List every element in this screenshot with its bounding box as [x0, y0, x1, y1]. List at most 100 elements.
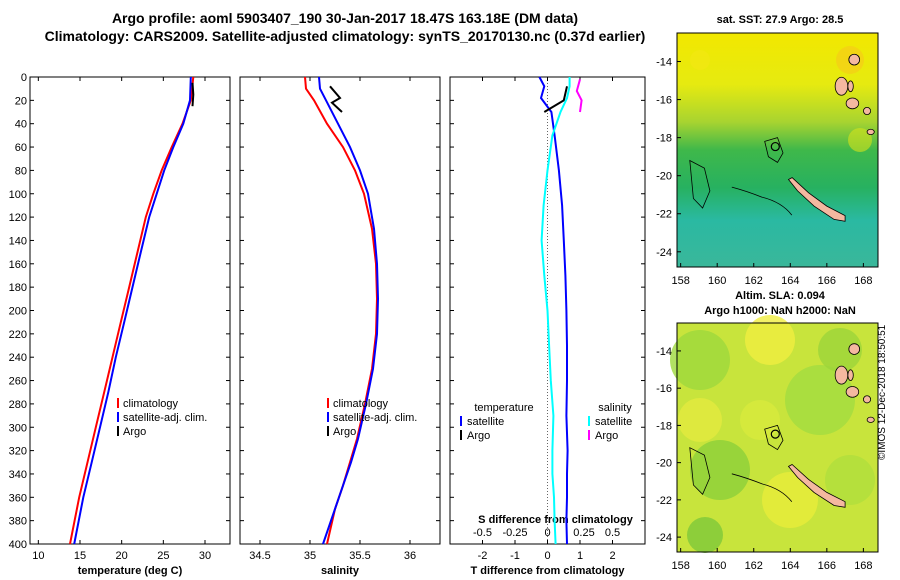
map-y-tick-label: -24	[656, 532, 672, 544]
x2-tick-label: 0.25	[573, 527, 594, 539]
legend-label: Argo	[333, 426, 356, 438]
sla-map-subtitle: Argo h1000: NaN h2000: NaN	[704, 305, 856, 317]
vanuatu-island	[848, 53, 861, 66]
argo-location-marker	[770, 429, 780, 439]
map-y-tick-label: -20	[656, 171, 672, 183]
x-tick-label: 35	[304, 550, 316, 562]
y-tick-label: 220	[9, 329, 27, 341]
sst-field-patch	[690, 50, 710, 70]
series-line-argo	[543, 86, 568, 113]
figure-title-line2: Climatology: CARS2009. Satellite-adjuste…	[44, 28, 646, 44]
legend-label: Argo	[467, 430, 490, 442]
x-axis-label: temperature (deg C)	[78, 565, 183, 577]
legend-label: satellite	[595, 416, 632, 428]
sst-map-frame	[676, 32, 879, 268]
sst-field-patch	[848, 128, 872, 152]
vanuatu-island	[863, 395, 872, 404]
panel-frame-temperature	[29, 76, 231, 545]
map-x-tick-label: 162	[745, 560, 763, 572]
y-tick-label: 80	[15, 165, 27, 177]
x-tick-label: 20	[116, 550, 128, 562]
y-tick-label: 280	[9, 399, 27, 411]
map-y-tick-label: -18	[656, 133, 672, 145]
vanuatu-island	[848, 343, 861, 355]
map-x-tick-label: 162	[745, 275, 763, 287]
y-tick-label: 300	[9, 422, 27, 434]
x-tick-label: 34.5	[249, 550, 270, 562]
panel-frame-salinity	[239, 76, 441, 545]
x-axis-label: salinity	[321, 565, 360, 577]
x-tick-label: 36	[404, 550, 416, 562]
x-tick-label: 0	[544, 550, 550, 562]
vanuatu-island	[845, 97, 860, 110]
vanuatu-island	[863, 107, 872, 116]
vanuatu-island	[866, 416, 875, 423]
map-x-tick-label: 168	[854, 560, 872, 572]
sla-map-frame	[676, 322, 879, 553]
y-tick-label: 0	[21, 72, 27, 84]
map-y-tick-label: -20	[656, 458, 672, 470]
argo-location-marker	[770, 141, 780, 152]
reef-contour	[731, 186, 793, 216]
sla-anomaly-patch	[687, 517, 723, 553]
legend-label: satellite-adj. clim.	[123, 412, 207, 424]
series-line-argo	[575, 79, 583, 113]
vanuatu-island	[834, 76, 849, 96]
x-tick-label: -1	[510, 550, 520, 562]
map-x-tick-label: 166	[818, 275, 836, 287]
y-tick-label: 340	[9, 469, 27, 481]
map-y-tick-label: -22	[656, 495, 672, 507]
x-tick-label: 10	[32, 550, 44, 562]
y-tick-label: 360	[9, 492, 27, 504]
y-tick-label: 200	[9, 306, 27, 318]
x-tick-label: 15	[74, 550, 86, 562]
map-y-tick-label: -16	[656, 95, 672, 107]
x2-tick-label: -0.25	[502, 527, 527, 539]
new-caledonia-island	[787, 177, 846, 222]
vanuatu-island	[847, 80, 854, 93]
map-x-tick-label: 166	[818, 560, 836, 572]
legend-label: satellite-adj. clim.	[333, 412, 417, 424]
y-tick-label: 320	[9, 446, 27, 458]
y-tick-label: 40	[15, 119, 27, 131]
series-line-satellite-adj-clim-	[318, 76, 380, 545]
legend-label: climatology	[333, 398, 389, 410]
y-tick-label: 100	[9, 189, 27, 201]
legend-label: climatology	[123, 398, 179, 410]
map-y-tick-label: -16	[656, 383, 672, 395]
sla-anomaly-patch	[678, 398, 722, 442]
x-tick-label: 35.5	[349, 550, 370, 562]
series-line-satellite-adj-clim-	[73, 76, 192, 545]
series-line-climatology	[304, 76, 379, 545]
map-x-tick-label: 164	[781, 560, 799, 572]
map-x-tick-label: 158	[671, 275, 689, 287]
y-tick-label: 160	[9, 259, 27, 271]
map-y-tick-label: -18	[656, 420, 672, 432]
vanuatu-island	[847, 369, 854, 381]
y-tick-label: 400	[9, 539, 27, 551]
entrecasteaux-reef-outline	[764, 424, 784, 451]
sla-anomaly-patch	[670, 330, 730, 390]
series-line-satellite	[540, 77, 571, 545]
map-y-tick-label: -22	[656, 209, 672, 221]
series-line-climatology	[69, 76, 195, 545]
y-tick-label: 60	[15, 142, 27, 154]
map-x-tick-label: 158	[671, 560, 689, 572]
map-x-tick-label: 168	[854, 275, 872, 287]
chesterfield-reef-outline	[689, 159, 711, 209]
sla-anomaly-patch	[740, 400, 780, 440]
x2-tick-label: -0.5	[473, 527, 492, 539]
vanuatu-island	[845, 386, 860, 398]
legend-label: Argo	[595, 430, 618, 442]
sla-anomaly-patch	[745, 315, 795, 365]
sla-anomaly-patch	[690, 440, 750, 500]
series-line-argo	[191, 82, 195, 107]
legend-label: Argo	[123, 426, 146, 438]
reef-contour	[731, 473, 793, 503]
x-axis-label: T difference from climatology	[470, 565, 625, 577]
map-y-tick-label: -24	[656, 247, 672, 259]
series-line-satellite	[538, 76, 569, 545]
y-tick-label: 120	[9, 212, 27, 224]
sst-map-title: sat. SST: 27.9 Argo: 28.5	[716, 14, 844, 26]
chesterfield-reef-outline	[689, 447, 711, 496]
